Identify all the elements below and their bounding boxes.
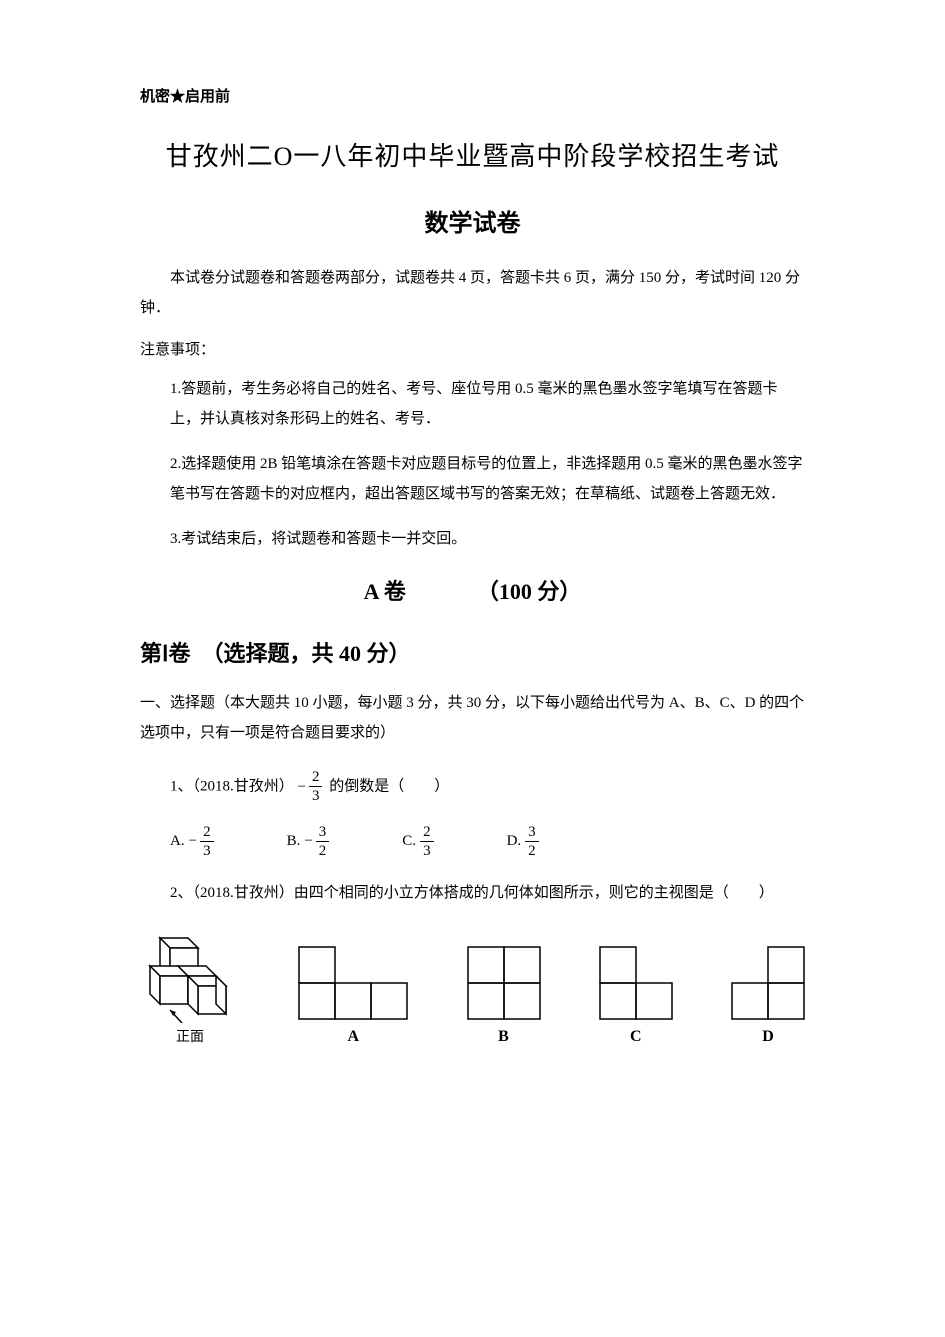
front-label: 正面 [176, 1026, 204, 1046]
q1-option-c: C. 2 3 [402, 823, 436, 860]
q1-option-d: D. 3 2 [507, 823, 542, 860]
option-d-grid-icon [731, 946, 805, 1020]
q2-option-c-figure: C [599, 946, 673, 1046]
section-a-points: （100 分） [477, 579, 582, 604]
section-a-heading: A 卷 （100 分） [140, 574, 805, 606]
q1-options: A. − 2 3 B. − 3 2 C. 2 3 D. 3 2 [170, 823, 805, 860]
exam-intro: 本试卷分试题卷和答题卷两部分，试题卷共 4 页，答题卡共 6 页，满分 150 … [140, 263, 805, 323]
part-1-title: 第Ⅰ卷 （选择题，共 40 分） [140, 636, 805, 668]
cube-3d-icon [140, 928, 240, 1023]
section-a-label: A 卷 [364, 579, 406, 604]
option-b-grid-icon [467, 946, 541, 1020]
subject-title: 数学试卷 [140, 203, 805, 238]
option-a-label: A [347, 1028, 359, 1046]
q1-c-fraction: 2 3 [420, 823, 434, 860]
q2-3d-figure: 正面 [140, 928, 240, 1046]
q2-option-d-figure: D [731, 946, 805, 1046]
q1-neg: − [298, 772, 306, 802]
question-1: 1、（2018.甘孜州） − 2 3 的倒数是（ ） [170, 768, 805, 805]
notice-heading: 注意事项： [140, 338, 805, 359]
q1-d-fraction: 3 2 [525, 823, 539, 860]
option-c-grid-icon [599, 946, 673, 1020]
question-2: 2、（2018.甘孜州）由四个相同的小立方体搭成的几何体如图所示，则它的主视图是… [170, 878, 805, 908]
option-c-label: C [630, 1028, 642, 1046]
q2-figures-row: 正面 A B [140, 928, 805, 1046]
q2-option-b-figure: B [467, 946, 541, 1046]
q1-fraction: 2 3 [309, 768, 323, 805]
q2-option-a-figure: A [298, 946, 408, 1046]
q1-suffix: 的倒数是（ ） [329, 779, 449, 795]
q1-prefix: 1、（2018.甘孜州） [170, 779, 294, 795]
exam-title: 甘孜州二O一八年初中毕业暨高中阶段学校招生考试 [140, 136, 805, 173]
mc-section-intro: 一、选择题（本大题共 10 小题，每小题 3 分，共 30 分，以下每小题给出代… [140, 688, 805, 748]
notice-item-3: 3.考试结束后，将试题卷和答题卡一并交回。 [170, 524, 805, 554]
q1-option-a: A. − 2 3 [170, 823, 217, 860]
q1-option-b: B. − 3 2 [287, 823, 333, 860]
q1-b-fraction: 3 2 [316, 823, 330, 860]
notice-item-2: 2.选择题使用 2B 铅笔填涂在答题卡对应题目标号的位置上，非选择题用 0.5 … [170, 449, 805, 509]
notice-item-1: 1.答题前，考生务必将自己的姓名、考号、座位号用 0.5 毫米的黑色墨水签字笔填… [170, 374, 805, 434]
option-d-label: D [762, 1028, 774, 1046]
confidential-marker: 机密★启用前 [140, 85, 805, 106]
option-a-grid-icon [298, 946, 408, 1020]
q1-a-fraction: 2 3 [200, 823, 214, 860]
option-b-label: B [498, 1028, 509, 1046]
